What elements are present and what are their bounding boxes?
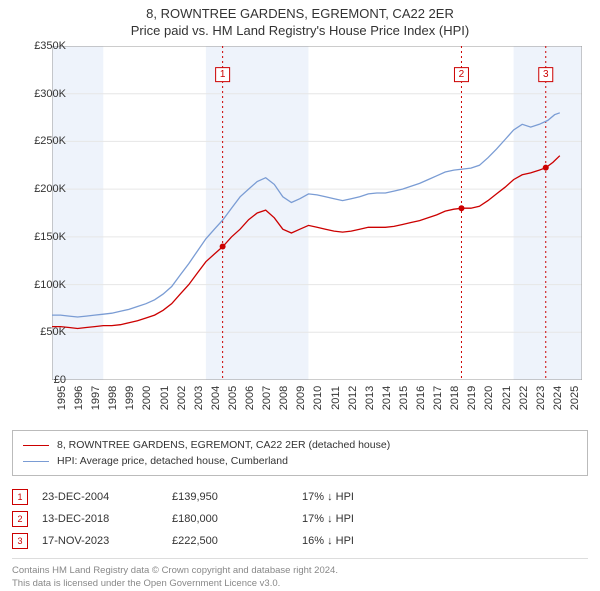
x-tick-label: 1999: [124, 386, 136, 410]
legend: 8, ROWNTREE GARDENS, EGREMONT, CA22 2ER …: [12, 430, 588, 476]
sales-list: 1 23-DEC-2004£139,95017% ↓ HPI 2 13-DEC-201…: [12, 486, 588, 552]
legend-swatch: [23, 461, 49, 462]
sale-date: 23-DEC-2004: [42, 491, 172, 503]
sale-diff: 17% ↓ HPI: [302, 513, 354, 525]
svg-text:1: 1: [220, 69, 226, 80]
x-tick-label: 2002: [176, 386, 188, 410]
legend-label: 8, ROWNTREE GARDENS, EGREMONT, CA22 2ER …: [57, 439, 390, 451]
x-tick-label: 2018: [449, 386, 461, 410]
sale-price: £180,000: [172, 513, 302, 525]
legend-row: HPI: Average price, detached house, Cumb…: [23, 453, 577, 469]
sale-date: 17-NOV-2023: [42, 535, 172, 547]
x-tick-label: 1998: [107, 386, 119, 410]
sale-diff: 16% ↓ HPI: [302, 535, 354, 547]
x-tick-label: 2019: [466, 386, 478, 410]
title-subtitle: Price paid vs. HM Land Registry's House …: [0, 23, 600, 38]
y-tick-label: £0: [16, 374, 66, 386]
x-tick-label: 2003: [193, 386, 205, 410]
chart: 1 2 3: [52, 46, 582, 380]
y-tick-label: £250K: [16, 135, 66, 147]
sale-marker: 1: [12, 489, 28, 505]
y-tick-label: £100K: [16, 279, 66, 291]
x-tick-label: 2014: [381, 386, 393, 410]
x-tick-label: 1995: [56, 386, 68, 410]
x-tick-label: 2022: [518, 386, 530, 410]
x-tick-label: 2017: [432, 386, 444, 410]
y-tick-label: £200K: [16, 183, 66, 195]
x-tick-label: 2016: [415, 386, 427, 410]
x-tick-label: 1996: [73, 386, 85, 410]
x-tick-label: 2020: [483, 386, 495, 410]
attribution-line: This data is licensed under the Open Gov…: [12, 578, 588, 591]
sale-marker: 2: [12, 511, 28, 527]
x-tick-label: 2000: [141, 386, 153, 410]
x-tick-label: 2007: [261, 386, 273, 410]
x-tick-label: 2013: [364, 386, 376, 410]
svg-text:3: 3: [543, 69, 549, 80]
y-tick-label: £300K: [16, 88, 66, 100]
sale-row: 1 23-DEC-2004£139,95017% ↓ HPI: [12, 486, 588, 508]
y-tick-label: £50K: [16, 326, 66, 338]
y-tick-label: £150K: [16, 231, 66, 243]
sale-price: £222,500: [172, 535, 302, 547]
title-address: 8, ROWNTREE GARDENS, EGREMONT, CA22 2ER: [0, 6, 600, 21]
x-tick-label: 2024: [552, 386, 564, 410]
legend-row: 8, ROWNTREE GARDENS, EGREMONT, CA22 2ER …: [23, 437, 577, 453]
x-tick-label: 2025: [569, 386, 581, 410]
x-tick-label: 2001: [159, 386, 171, 410]
x-tick-label: 2011: [330, 386, 342, 410]
attribution: Contains HM Land Registry data © Crown c…: [12, 558, 588, 591]
x-tick-label: 2005: [227, 386, 239, 410]
sale-price: £139,950: [172, 491, 302, 503]
x-tick-label: 2023: [535, 386, 547, 410]
x-tick-label: 2021: [501, 386, 513, 410]
x-tick-label: 1997: [90, 386, 102, 410]
x-tick-label: 2012: [347, 386, 359, 410]
y-tick-label: £350K: [16, 40, 66, 52]
sale-date: 13-DEC-2018: [42, 513, 172, 525]
x-tick-label: 2015: [398, 386, 410, 410]
x-tick-label: 2004: [210, 386, 222, 410]
x-tick-label: 2010: [312, 386, 324, 410]
sale-row: 2 13-DEC-2018£180,00017% ↓ HPI: [12, 508, 588, 530]
svg-text:2: 2: [459, 69, 465, 80]
attribution-line: Contains HM Land Registry data © Crown c…: [12, 565, 588, 578]
x-tick-label: 2008: [278, 386, 290, 410]
legend-label: HPI: Average price, detached house, Cumb…: [57, 455, 288, 467]
legend-swatch: [23, 445, 49, 446]
sale-marker: 3: [12, 533, 28, 549]
sale-diff: 17% ↓ HPI: [302, 491, 354, 503]
sale-row: 3 17-NOV-2023£222,50016% ↓ HPI: [12, 530, 588, 552]
x-tick-label: 2006: [244, 386, 256, 410]
x-tick-label: 2009: [295, 386, 307, 410]
